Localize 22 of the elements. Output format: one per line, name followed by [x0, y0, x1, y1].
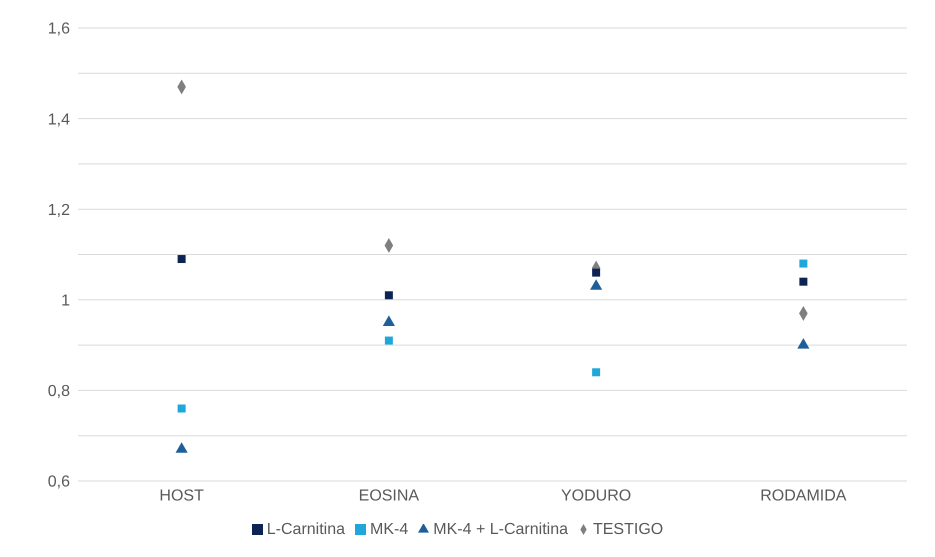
- x-tick-label: HOST: [159, 487, 204, 504]
- point: [384, 291, 393, 300]
- point: [178, 404, 186, 413]
- point: [799, 278, 808, 286]
- point: [592, 268, 600, 277]
- y-tick-label: 1,6: [48, 20, 70, 38]
- x-tick-label: RODAMIDA: [760, 487, 847, 504]
- x-tick-label: EOSINA: [358, 487, 420, 504]
- legend-label: L-Carnitina: [266, 521, 346, 538]
- legend-label: MK-4: [370, 521, 408, 538]
- y-tick-label: 0,6: [48, 474, 70, 491]
- x-tick-label: YODURO: [561, 487, 632, 504]
- y-tick-label: 0,8: [48, 383, 70, 400]
- point: [799, 260, 808, 268]
- legend-label: MK-4 + L-Carnitina: [433, 521, 568, 538]
- point: [592, 368, 600, 376]
- point: [384, 336, 393, 345]
- point: [178, 255, 186, 264]
- legend-label: TESTIGO: [592, 521, 664, 538]
- y-tick-label: 1: [61, 292, 70, 310]
- y-tick-label: 1,2: [48, 202, 70, 219]
- y-tick-label: 1,4: [48, 111, 70, 128]
